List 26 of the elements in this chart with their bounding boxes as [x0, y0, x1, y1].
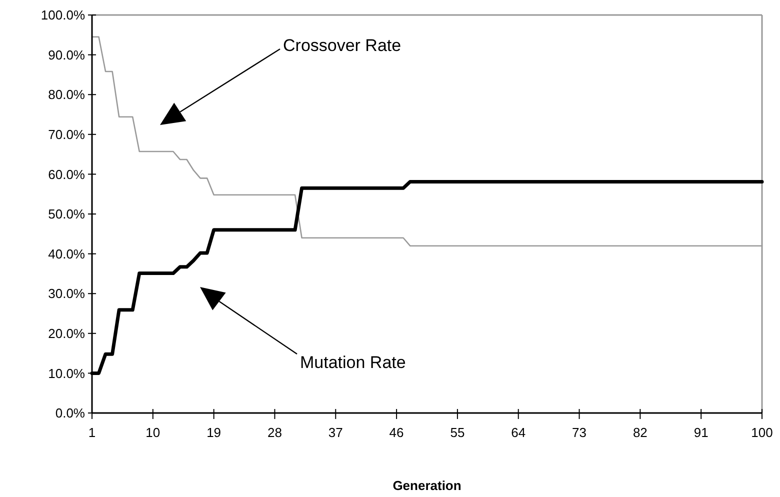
x-tick-label: 46 [389, 425, 404, 440]
x-tick-label: 82 [632, 425, 648, 440]
x-axis-title: Generation [392, 478, 462, 493]
x-tick-label: 73 [572, 425, 587, 440]
y-tick-label: 20.0% [48, 326, 86, 341]
annotation: Mutation Rate [300, 353, 406, 372]
y-tick-label: 10.0% [48, 366, 86, 381]
y-tick-label: 70.0% [48, 126, 86, 142]
x-tick-label: 10 [146, 425, 160, 440]
y-tick-label: 50.0% [48, 206, 86, 222]
x-tick-label: 19 [206, 425, 222, 440]
y-tick-label: 60.0% [48, 166, 86, 182]
x-tick-label: 64 [511, 425, 526, 440]
y-tick-label: 100.0% [40, 8, 86, 23]
x-tick-label: 55 [450, 425, 465, 440]
annotation: Crossover Rate [283, 36, 402, 55]
y-tick-label: 80.0% [48, 87, 86, 102]
x-tick-label: 91 [694, 425, 708, 440]
y-tick-label: 90.0% [48, 47, 86, 62]
x-tick-label: 28 [267, 425, 282, 440]
x-tick-label: 1 [88, 425, 96, 440]
y-tick-label: 40.0% [48, 246, 86, 262]
x-tick-label: 100 [751, 425, 773, 440]
y-tick-label: 30.0% [48, 286, 86, 302]
x-tick-label: 37 [328, 425, 343, 440]
y-tick-label: 0.0% [55, 406, 86, 421]
